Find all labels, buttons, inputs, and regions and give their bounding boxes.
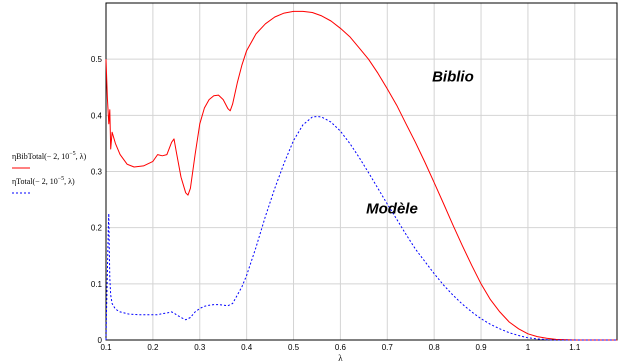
ticks: 0.1 0.2 0.3 0.4 0.5 0.6 0.7 0.8 0.9 1 1.100.10.20.… xyxy=(91,55,581,352)
x-tick-label: 0.8 xyxy=(429,343,441,352)
x-tick-label: 0.4 xyxy=(241,343,253,352)
x-tick-label: 0.6 xyxy=(335,343,347,352)
y-tick-label: 0.2 xyxy=(91,224,103,233)
x-tick-label: 0.5 xyxy=(288,343,300,352)
x-tick-label: 0.9 xyxy=(475,343,487,352)
x-tick-label: 0.1 xyxy=(100,343,112,352)
y-tick-label: 0 xyxy=(98,336,103,345)
legend-label-biblio: ηBibTotal(− 2, 10−5, λ) xyxy=(12,151,87,161)
annotation-biblio: Biblio xyxy=(432,69,474,86)
grid xyxy=(106,3,617,340)
x-tick-label: 0.2 xyxy=(147,343,159,352)
y-tick-label: 0.5 xyxy=(91,55,103,64)
x-tick-label: 1 xyxy=(526,343,531,352)
y-tick-label: 0.4 xyxy=(91,111,103,120)
y-tick-label: 0.3 xyxy=(91,168,103,177)
legend: ηBibTotal(− 2, 10−5, λ) ηTotal(− 2, 10−5… xyxy=(12,151,87,194)
x-tick-label: 0.7 xyxy=(382,343,394,352)
annotation-modele: Modèle xyxy=(366,201,418,218)
legend-label-modele: ηTotal(− 2, 10−5, λ) xyxy=(12,176,75,186)
x-tick-label: 0.3 xyxy=(194,343,206,352)
series-line-biblio xyxy=(105,10,617,341)
series-line-modele xyxy=(105,116,617,341)
y-tick-label: 0.1 xyxy=(91,280,103,289)
series-layer xyxy=(105,10,617,341)
plot-frame xyxy=(105,2,618,341)
x-tick-label: 1.1 xyxy=(569,343,581,352)
x-axis-label: λ xyxy=(338,353,343,363)
